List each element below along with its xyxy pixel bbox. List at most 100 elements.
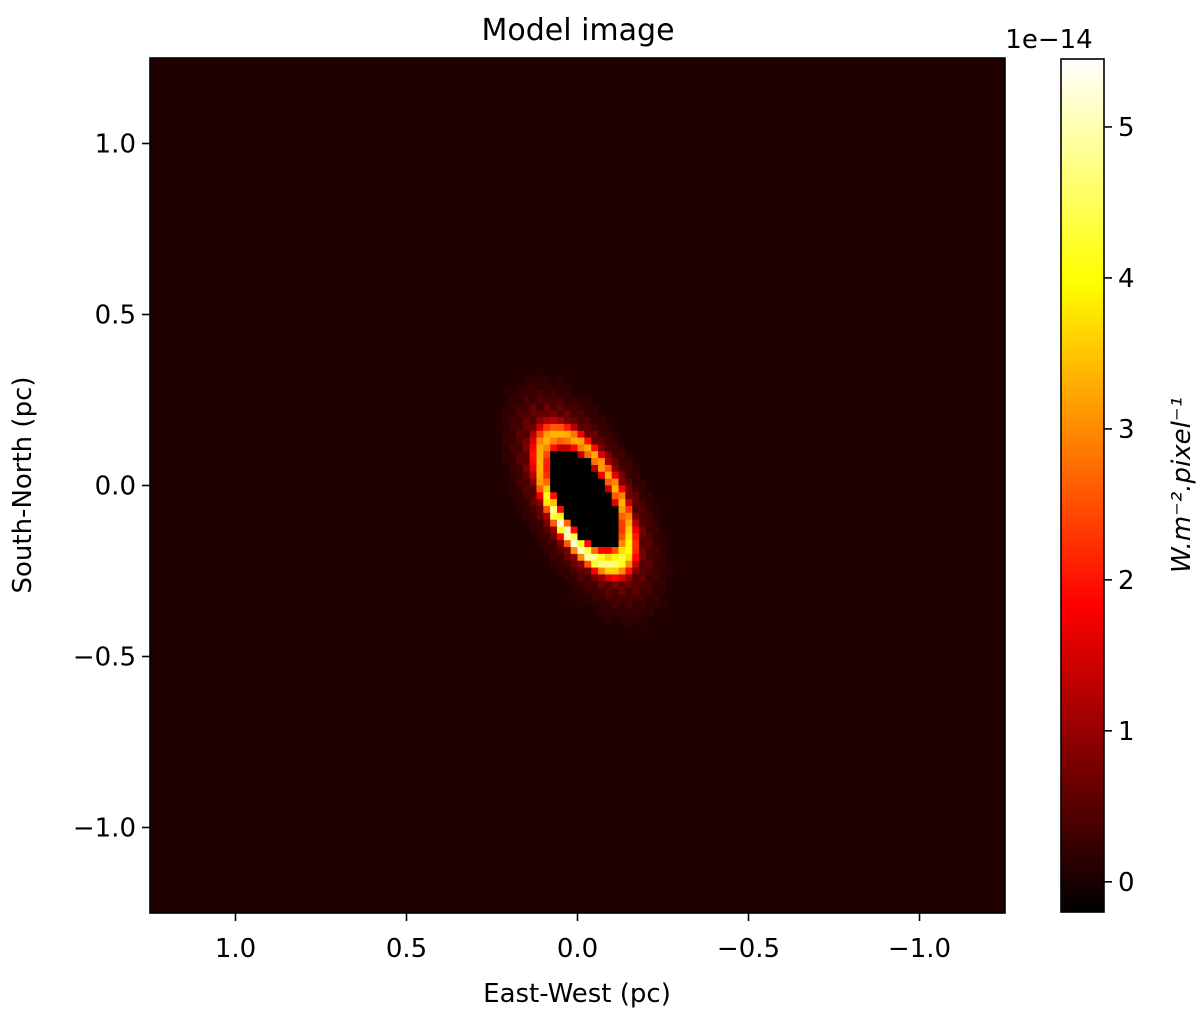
- heatmap-cell: [611, 581, 620, 589]
- heatmap-cell: [591, 553, 599, 562]
- heatmap-cell: [536, 533, 544, 541]
- heatmap-cell: [598, 451, 606, 459]
- heatmap-cell: [529, 417, 538, 425]
- heatmap-cell: [522, 389, 531, 398]
- heatmap-cell: [529, 506, 538, 514]
- x-tick-label: 0.0: [557, 934, 598, 964]
- heatmap-cell: [536, 430, 544, 439]
- heatmap-cell: [570, 540, 579, 548]
- heatmap-cell: [645, 526, 654, 534]
- heatmap-cell: [550, 430, 558, 439]
- heatmap-cell: [577, 423, 585, 432]
- heatmap-cell: [645, 519, 654, 528]
- heatmap-cell: [625, 533, 633, 541]
- heatmap-cell: [639, 608, 647, 617]
- heatmap-cell: [577, 560, 585, 569]
- heatmap-cell: [611, 471, 620, 480]
- heatmap-cell: [591, 601, 599, 610]
- heatmap-cell: [591, 594, 599, 603]
- heatmap-cell: [529, 389, 538, 398]
- y-tick-label: −1.0: [73, 814, 136, 844]
- heatmap-cell: [591, 519, 599, 528]
- heatmap-cell: [577, 444, 585, 452]
- heatmap-cell: [543, 382, 551, 391]
- heatmap-cell: [536, 519, 544, 528]
- heatmap-cell: [604, 423, 613, 432]
- heatmap-cell: [645, 533, 654, 541]
- heatmap-cell: [556, 458, 565, 466]
- heatmap-cell: [611, 594, 620, 603]
- heatmap-cell: [659, 581, 668, 589]
- heatmap-cell: [611, 451, 620, 459]
- y-axis-label: South-North (pc): [8, 376, 38, 593]
- heatmap-cell: [645, 588, 654, 596]
- heatmap-cell: [536, 526, 544, 534]
- heatmap-cell: [522, 423, 531, 432]
- heatmap-cell: [604, 430, 613, 439]
- heatmap-cell: [645, 574, 654, 582]
- heatmap-cell: [550, 533, 558, 541]
- heatmap-cell: [529, 478, 538, 487]
- heatmap-cell: [618, 560, 626, 569]
- heatmap-cell: [604, 499, 613, 507]
- heatmap-cell: [509, 464, 517, 473]
- heatmap-cell: [522, 458, 531, 466]
- heatmap-cell: [570, 464, 579, 473]
- heatmap-cell: [618, 615, 626, 623]
- heatmap-cell: [529, 423, 538, 432]
- heatmap-cell: [598, 492, 606, 500]
- heatmap-cell: [509, 458, 517, 466]
- heatmap-cell: [550, 478, 558, 487]
- heatmap-cell: [659, 567, 668, 576]
- heatmap-cell: [529, 519, 538, 528]
- heatmap-cell: [556, 512, 565, 521]
- heatmap-cell: [577, 464, 585, 473]
- x-tick-label: 1.0: [215, 934, 256, 964]
- heatmap-cell: [584, 458, 592, 466]
- heatmap-cell: [577, 594, 585, 603]
- heatmap-cell: [639, 540, 647, 548]
- heatmap-cell: [502, 458, 510, 466]
- heatmap-cell: [645, 547, 654, 555]
- heatmap-cell: [604, 471, 613, 480]
- heatmap-cell: [645, 512, 654, 521]
- heatmap-cell: [563, 458, 572, 466]
- heatmap-cell: [652, 540, 661, 548]
- heatmap-cell: [509, 396, 517, 405]
- heatmap-cell: [611, 485, 620, 493]
- heatmap-cell: [543, 389, 551, 398]
- heatmap-cell: [632, 540, 640, 548]
- colorbar-tick-label: 4: [1118, 264, 1135, 294]
- heatmap-cell: [529, 464, 538, 473]
- heatmap-cell: [563, 560, 572, 569]
- heatmap-cell: [556, 519, 565, 528]
- heatmap-cell: [522, 499, 531, 507]
- heatmap-cell: [556, 417, 565, 425]
- heatmap-cell: [618, 608, 626, 617]
- heatmap-cell: [536, 423, 544, 432]
- heatmap-cell: [598, 430, 606, 439]
- heatmap-cell: [645, 492, 654, 500]
- heatmap-cell: [625, 499, 633, 507]
- heatmap-cell: [563, 533, 572, 541]
- heatmap-cell: [611, 512, 620, 521]
- heatmap-cell: [598, 458, 606, 466]
- heatmap-cell: [645, 581, 654, 589]
- heatmap-cell: [632, 506, 640, 514]
- colorbar-gradient: [1060, 58, 1105, 913]
- heatmap-cell: [618, 588, 626, 596]
- heatmap-cell: [577, 492, 585, 500]
- heatmap-cell: [632, 499, 640, 507]
- heatmap-cell: [515, 464, 524, 473]
- heatmap-cell: [529, 437, 538, 446]
- heatmap-cell: [570, 403, 579, 411]
- heatmap-cell: [515, 451, 524, 459]
- heatmap-cell: [632, 519, 640, 528]
- heatmap-cell: [563, 417, 572, 425]
- heatmap-cell: [563, 506, 572, 514]
- heatmap-cell: [652, 588, 661, 596]
- heatmap-cell: [659, 553, 668, 562]
- heatmap-cell: [584, 567, 592, 576]
- heatmap-cell: [556, 567, 565, 576]
